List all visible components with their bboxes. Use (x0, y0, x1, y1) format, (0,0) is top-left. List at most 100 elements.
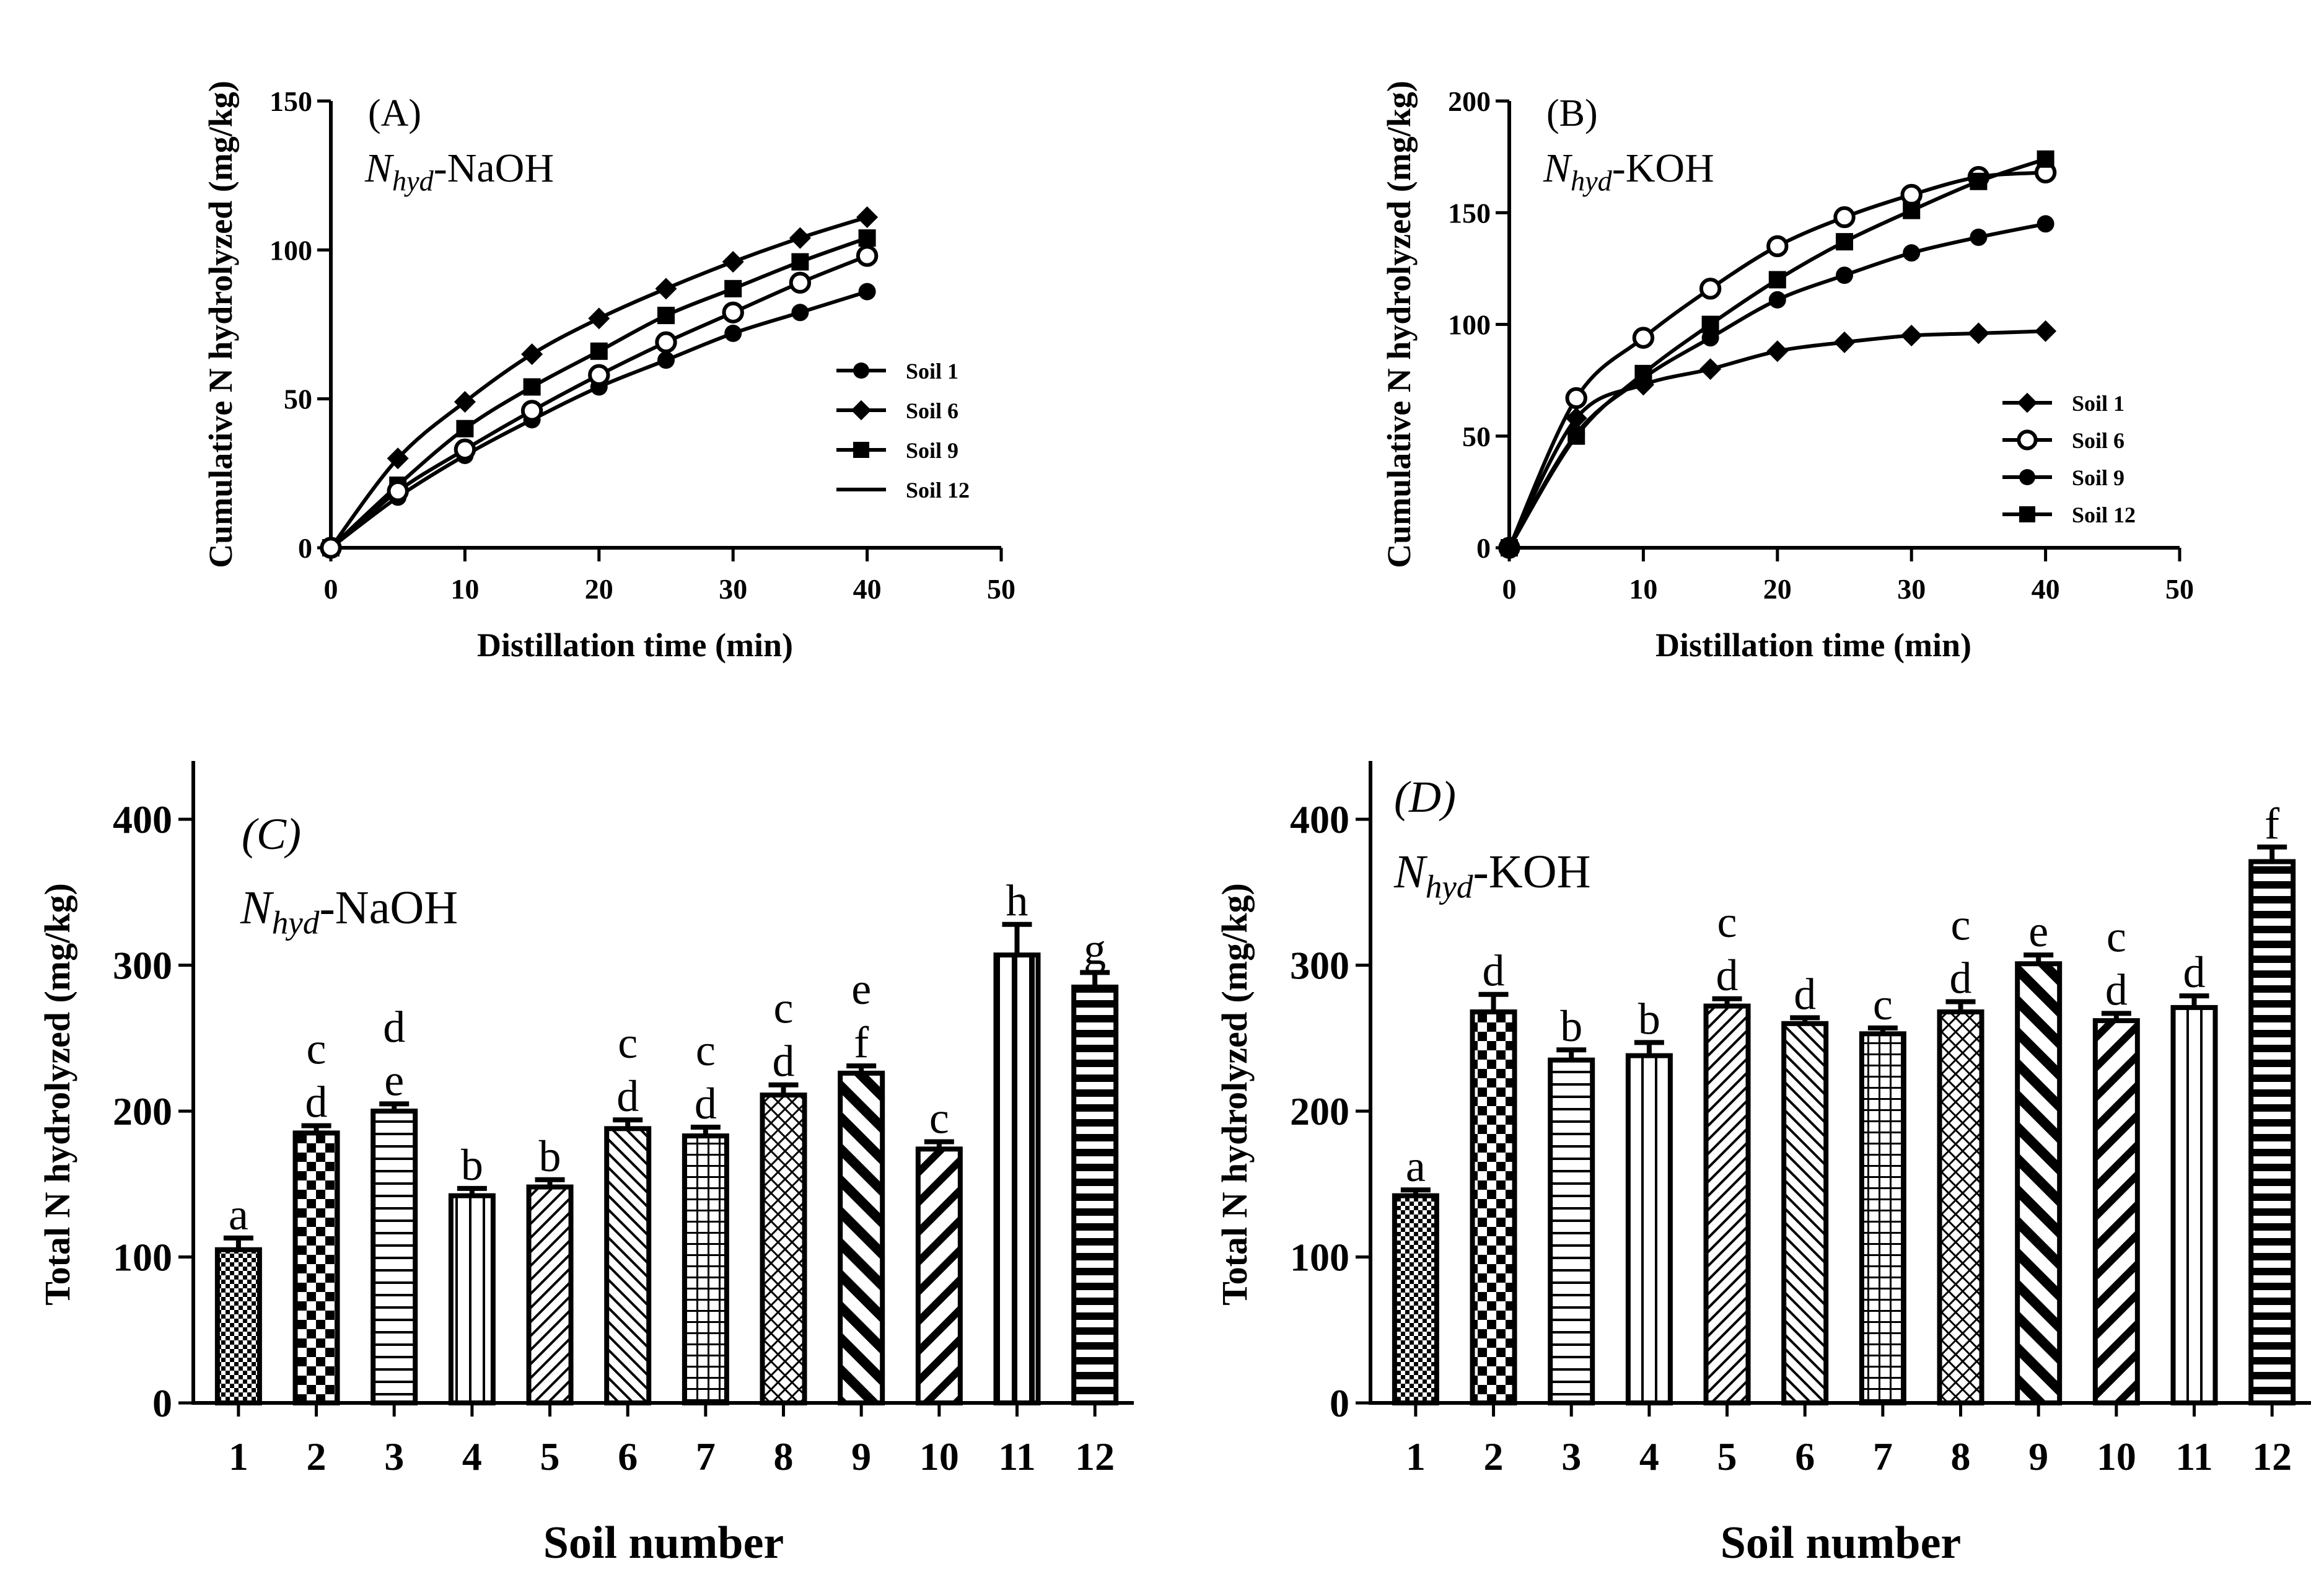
bar-group-soil-7: dc (682, 1026, 729, 1405)
bar-group-soil-8: dc (1937, 900, 1984, 1405)
x-tick-label: 40 (853, 573, 882, 605)
x-tick-label: 7 (1873, 1435, 1893, 1479)
legend-label: Soil 6 (906, 398, 958, 423)
significance-letter-upper: c (307, 1024, 327, 1074)
x-tick-label: 3 (1561, 1435, 1581, 1479)
panel-subtitle: Nhyd-KOH (1393, 846, 1590, 905)
y-tick-label: 100 (113, 1236, 172, 1280)
x-axis-label: Distillation time (min) (477, 626, 793, 664)
x-tick-label: 2 (1484, 1435, 1504, 1479)
bar (2170, 1004, 2218, 1406)
data-point (722, 301, 744, 323)
series-line (330, 254, 868, 550)
data-point (2035, 320, 2057, 342)
title-suffix: -KOH (1612, 146, 1714, 191)
x-tick-label: 10 (450, 573, 479, 605)
significance-letter-upper: c (1951, 900, 1971, 950)
title-suffix: -KOH (1473, 846, 1591, 898)
significance-letter: f (854, 1017, 869, 1067)
x-tick-label: 5 (1717, 1435, 1737, 1479)
bar-group-soil-4: b (1625, 994, 1673, 1405)
y-tick-label: 150 (1448, 197, 1491, 229)
bar-group-soil-5: dc (1703, 897, 1751, 1405)
significance-letter: b (1638, 994, 1660, 1044)
bar-group-soil-3: b (1548, 1001, 1595, 1405)
line-panel-1: 0 10 20 30 40 50 0 50 100 150 200 Distillation time… (1380, 81, 2194, 664)
bar (1548, 1057, 1595, 1405)
y-axis-label: Total N hydrolyzed (mg/kg) (37, 883, 77, 1306)
title-suffix: -NaOH (320, 882, 458, 934)
bar-group-soil-7: c (1859, 980, 1906, 1406)
data-point (657, 307, 675, 325)
y-tick-label: 0 (298, 532, 312, 564)
data-point (588, 364, 610, 386)
panel-label: (C) (242, 809, 301, 859)
title-subscript: hyd (1571, 165, 1613, 197)
bar-group-soil-3: ed (371, 1002, 418, 1406)
significance-letter: d (2183, 947, 2206, 997)
data-point (1900, 183, 1923, 206)
y-tick-label: 0 (1476, 532, 1491, 564)
data-point (657, 351, 675, 369)
data-point (1903, 244, 1921, 262)
bar-group-soil-12: f (2248, 799, 2296, 1405)
data-point (724, 324, 742, 342)
x-tick-label: 2 (307, 1435, 327, 1479)
bar (1392, 1193, 1439, 1405)
legend-label: Soil 9 (2072, 465, 2124, 490)
significance-letter: d (616, 1071, 639, 1121)
significance-letter: h (1006, 876, 1028, 926)
significance-letter: d (773, 1037, 795, 1086)
data-point (858, 229, 876, 247)
data-point (1568, 427, 1585, 445)
significance-letter: e (384, 1055, 404, 1105)
bar (292, 1130, 340, 1405)
significance-letter: d (1483, 946, 1505, 996)
data-point (1565, 387, 1587, 410)
bar (2015, 961, 2063, 1406)
panel-label: (D) (1394, 772, 1456, 822)
data-point (1768, 271, 1786, 289)
bar (604, 1126, 652, 1405)
x-tick-label: 0 (324, 573, 338, 605)
data-point (590, 342, 608, 360)
bar-panel-2: 01002003004001a2dc3ed4b5b6dc7dc8dc9fe10c… (37, 761, 1134, 1568)
bar (371, 1109, 418, 1406)
y-tick-label: 400 (1290, 798, 1349, 842)
x-tick-label: 11 (998, 1435, 1035, 1479)
y-axis-label: Cumulative N hydrolyzed (mg/kg) (1380, 81, 1418, 568)
significance-letter: c (1873, 980, 1893, 1029)
data-point (655, 278, 677, 300)
series-line (329, 215, 868, 549)
series-soil-12 (320, 245, 879, 559)
series-soil-1 (1498, 320, 2057, 559)
y-tick-label: 100 (1448, 309, 1491, 341)
x-tick-label: 6 (618, 1435, 638, 1479)
data-point (1699, 358, 1722, 380)
panel-label: (B) (1546, 92, 1598, 134)
bar-group-soil-12: g (1071, 924, 1119, 1406)
panel-label: (A) (368, 92, 421, 134)
significance-letter-upper: c (774, 983, 794, 1033)
legend-label: Soil 12 (2072, 503, 2136, 527)
data-point (2037, 215, 2054, 233)
x-tick-label: 12 (1075, 1435, 1115, 1479)
legend-label: Soil 6 (2072, 428, 2124, 453)
y-tick-label: 200 (113, 1089, 172, 1133)
legend-marker (2017, 429, 2038, 450)
bar (2092, 1018, 2140, 1406)
bar (682, 1133, 729, 1405)
significance-letter-upper: c (618, 1018, 638, 1068)
significance-letter-upper: c (696, 1026, 716, 1075)
y-axis-label: Cumulative N hydrolyzed (mg/kg) (202, 81, 239, 568)
data-point (655, 331, 677, 354)
bar-group-soil-2: dc (292, 1024, 340, 1405)
significance-letter-upper: c (2107, 912, 2126, 961)
x-tick-label: 20 (1763, 573, 1792, 605)
data-point (454, 390, 476, 413)
significance-letter: d (2105, 965, 2128, 1014)
bar (1625, 1053, 1673, 1405)
x-tick-label: 10 (919, 1435, 959, 1479)
x-tick-label: 5 (540, 1435, 560, 1479)
data-point (1701, 329, 1719, 347)
